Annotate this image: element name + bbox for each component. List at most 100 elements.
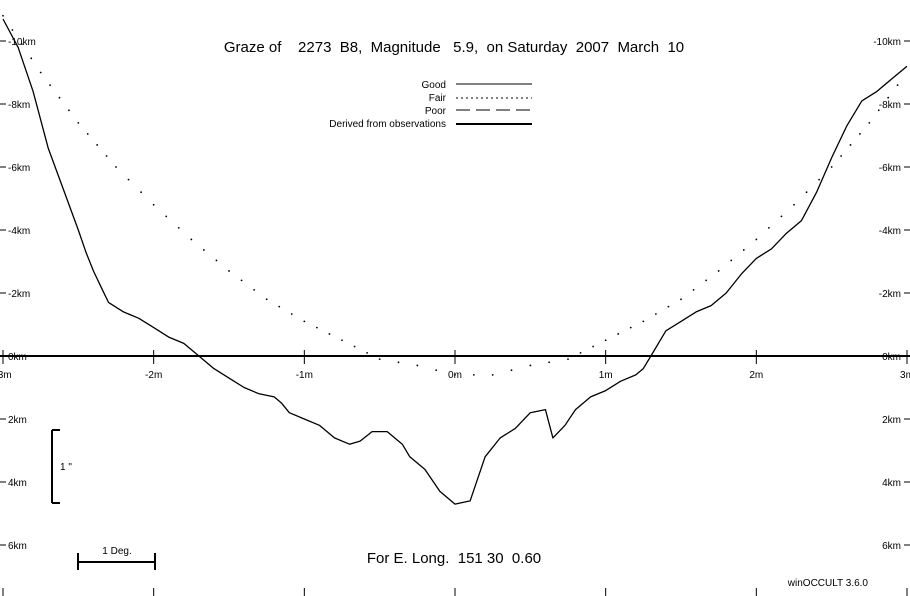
y-tick-label-right: 2km [882, 415, 901, 426]
fair-profile-dot [49, 84, 51, 86]
fair-profile-dot [265, 298, 268, 301]
y-tick-label-right: 4km [882, 478, 901, 489]
fair-profile-dot [215, 259, 218, 262]
angle-scale-label: 1 Deg. [102, 546, 131, 557]
x-tick-label: 3m [900, 370, 910, 381]
fair-profile-dot [692, 288, 695, 291]
tick-labels: -3m-2m-1m0m1m2m3m-10km-10km-8km-8km-6km-… [0, 37, 910, 552]
fair-limb-profile [2, 14, 899, 376]
fair-profile-dot [567, 358, 569, 361]
legend-label-derived: Derived from observations [329, 119, 446, 130]
fair-profile-dot [742, 249, 745, 251]
fair-profile-dot [378, 358, 381, 361]
fair-profile-dot [253, 288, 256, 291]
fair-profile-dot [896, 84, 899, 86]
fair-profile-dot [592, 345, 595, 348]
fair-profile-dot [115, 166, 117, 168]
fair-profile-dot [510, 369, 513, 372]
fair-profile-dot [328, 333, 331, 335]
fair-profile-dot [859, 133, 861, 135]
fair-profile-dot [366, 351, 369, 354]
fair-profile-dot [202, 249, 205, 251]
x-tick-label: -3m [0, 370, 12, 381]
fair-profile-dot [58, 96, 61, 99]
y-tick-label-right: -2km [879, 289, 901, 300]
legend-label-good: Good [422, 80, 446, 91]
fair-profile-dot [353, 345, 356, 348]
fair-profile-dot [717, 270, 720, 272]
y-tick-label-right: 6km [882, 541, 901, 552]
fair-profile-dot [228, 270, 230, 272]
fair-profile-dot [190, 238, 193, 241]
y-tick-label-left: -4km [8, 226, 30, 237]
y-tick-label-right: -4km [879, 226, 901, 237]
y-tick-label-left: -2km [8, 289, 30, 300]
fair-profile-dot [849, 144, 852, 146]
fair-profile-dot [315, 326, 318, 329]
fair-profile-dot [830, 166, 833, 168]
fair-profile-dot [654, 313, 657, 315]
fair-profile-dot [86, 133, 89, 135]
fair-profile-dot [105, 155, 108, 157]
fair-profile-dot [887, 96, 890, 99]
fair-profile-dot [152, 203, 155, 206]
y-tick-label-left: 4km [8, 478, 27, 489]
vertical-scale-label: 1 " [60, 462, 72, 473]
fair-profile-dot [341, 339, 343, 342]
fair-profile-dot [629, 326, 632, 329]
fair-profile-dot [303, 320, 306, 323]
fair-profile-dot [793, 203, 795, 206]
fair-profile-dot [877, 109, 880, 112]
legend-label-poor: Poor [425, 106, 447, 117]
fair-profile-dot [472, 374, 475, 376]
fair-profile-dot [755, 238, 758, 241]
legend-label-fair: Fair [429, 93, 447, 104]
series-layer [2, 14, 908, 505]
fair-profile-dot [96, 144, 99, 146]
derived-limb-profile [2, 18, 908, 505]
fair-profile-dot [642, 320, 645, 323]
x-tick-label: -1m [296, 370, 313, 381]
fair-profile-dot [705, 279, 708, 282]
fair-profile-dot [278, 305, 281, 308]
fair-profile-dot [165, 215, 168, 218]
fair-profile-dot [435, 369, 438, 372]
fair-profile-dot [397, 361, 400, 364]
legend: Good Fair Poor Derived from observations [329, 80, 532, 130]
fair-profile-dot [11, 29, 14, 31]
y-tick-label-left: 2km [8, 415, 27, 426]
fair-profile-dot [868, 122, 871, 124]
fair-profile-dot [604, 339, 607, 342]
fair-profile-dot [818, 178, 821, 181]
fair-profile-dot [240, 279, 243, 282]
y-tick-label-left: 6km [8, 541, 27, 552]
fair-profile-dot [805, 191, 808, 194]
fair-profile-dot [767, 227, 770, 229]
x-tick-label: -2m [145, 370, 162, 381]
y-tick-label-right: -10km [873, 37, 901, 48]
fair-profile-dot [127, 178, 130, 181]
fair-profile-dot [140, 191, 143, 194]
x-tick-label: 2m [749, 370, 763, 381]
fair-profile-dot [177, 227, 180, 229]
fair-profile-dot [579, 351, 582, 354]
y-tick-label-left: 0km [8, 352, 27, 363]
chart-title: Graze of 2273 B8, Magnitude 5.9, on Satu… [224, 39, 684, 56]
fair-profile-dot [730, 259, 733, 262]
fair-profile-dot [780, 215, 783, 218]
fair-profile-dot [416, 364, 419, 367]
y-tick-label-right: 0km [882, 352, 901, 363]
y-tick-label-right: -6km [879, 163, 901, 174]
fair-profile-dot [667, 305, 670, 308]
fair-profile-dot [840, 155, 842, 157]
fair-profile-dot [617, 333, 620, 335]
fair-profile-dot [680, 298, 682, 301]
fair-profile-dot [77, 122, 80, 124]
fair-profile-dot [548, 361, 551, 364]
x-tick-label: 1m [599, 370, 613, 381]
fair-profile-dot [68, 109, 70, 112]
fair-profile-dot [39, 71, 42, 74]
fair-profile-dot [529, 364, 532, 367]
